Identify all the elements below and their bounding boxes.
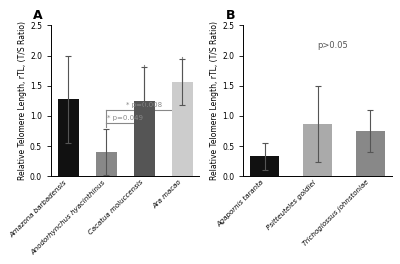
Y-axis label: Relative Telomere Length, rTL, (T/S Ratio): Relative Telomere Length, rTL, (T/S Rati…: [18, 21, 27, 180]
Bar: [58, 99, 79, 176]
Text: * p=0.008: * p=0.008: [126, 102, 162, 108]
Bar: [303, 124, 332, 176]
Y-axis label: Relative Telomere Length, rTL, (T/S Ratio): Relative Telomere Length, rTL, (T/S Rati…: [210, 21, 220, 180]
Bar: [134, 101, 155, 176]
Bar: [96, 152, 117, 176]
Text: B: B: [226, 10, 235, 22]
Text: p>0.05: p>0.05: [317, 40, 348, 50]
Bar: [172, 82, 193, 176]
Text: * p=0.049: * p=0.049: [107, 115, 143, 121]
Bar: [250, 157, 279, 176]
Bar: [356, 131, 385, 176]
Text: A: A: [33, 10, 43, 22]
